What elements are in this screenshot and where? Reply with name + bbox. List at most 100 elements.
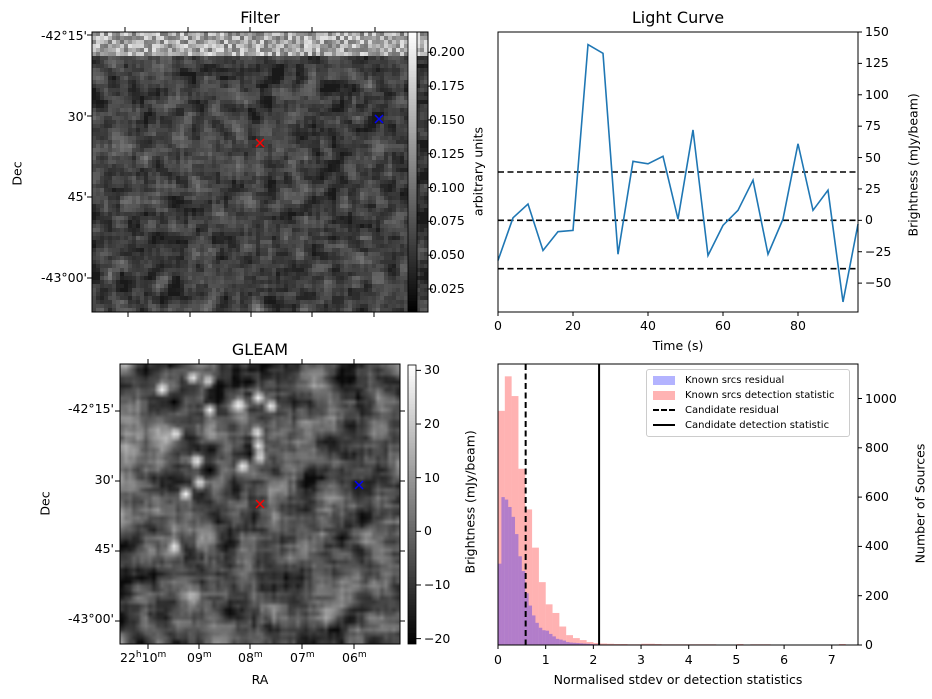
lightcurve-ytick: 150: [865, 24, 889, 39]
histogram-bar: [538, 627, 543, 645]
gleam-colorbar-tick: −20: [424, 630, 451, 646]
legend-item: Candidate residual: [653, 403, 779, 417]
filter-ytick: 30': [67, 109, 87, 124]
lightcurve-ytick: 75: [865, 118, 881, 134]
histogram-xtick: 5: [732, 652, 741, 667]
histogram-bar: [545, 604, 553, 645]
histogram-bar: [566, 642, 570, 645]
lightcurve-title: Light Curve: [631, 8, 725, 27]
filter-title: Filter: [240, 8, 280, 27]
gleam-ytick: 30': [94, 472, 114, 487]
gleam-colorbar-tick: 0: [424, 523, 432, 539]
legend-item: Known srcs detection statistic: [653, 388, 834, 402]
histogram-bar: [572, 642, 577, 645]
lightcurve-xtick: 20: [565, 318, 581, 333]
histogram-bar: [521, 571, 526, 645]
lightcurve-ytick: 50: [865, 149, 881, 165]
histogram-bar: [573, 638, 580, 645]
histogram-bar: [559, 626, 567, 645]
histogram-legend: Known srcs residual Known srcs detection…: [646, 369, 850, 437]
gleam-xtick: 09m: [187, 650, 212, 666]
gleam-colorbar-tick: 20: [424, 416, 440, 432]
histogram-xtick: 1: [541, 652, 550, 667]
lightcurve-ytick: 25: [865, 180, 881, 196]
legend-solid-line: [653, 424, 675, 426]
histogram-bar: [501, 497, 505, 645]
histogram-bar: [586, 643, 590, 645]
histogram-bar: [518, 556, 522, 645]
histogram-bar: [515, 534, 519, 645]
histogram-bar: [538, 582, 546, 645]
histogram-bar: [532, 615, 536, 645]
lightcurve-ytick: 0: [865, 212, 873, 228]
histogram-bar: [518, 468, 526, 645]
gleam-xtick: 22h10m: [120, 650, 167, 666]
histogram-xtick: 4: [684, 652, 693, 667]
histogram-bar: [542, 630, 546, 645]
filter-marker-reference: [373, 113, 385, 125]
filter-colorbar-tick: 0.200: [429, 44, 465, 60]
legend-item: Candidate detection statistic: [653, 418, 829, 432]
histogram-bar: [525, 509, 533, 645]
histogram-xtick: 2: [589, 652, 598, 667]
filter-colorbar-tick: 0.175: [429, 78, 465, 94]
histogram-bar: [566, 635, 574, 645]
histogram-ytick: 400: [865, 538, 889, 554]
histogram-bar: [607, 643, 614, 645]
gleam-colorbar-tick: 30: [424, 362, 440, 378]
histogram-bar: [498, 410, 505, 645]
histogram-bar: [535, 622, 539, 645]
filter-ytick: 45': [67, 189, 87, 204]
histogram-bar: [549, 633, 553, 645]
histogram-bar: [593, 643, 601, 645]
histogram-ylabel: Number of Sources: [912, 443, 928, 564]
histogram-xtick: 0: [494, 652, 502, 667]
gleam-ytick: -42°15': [67, 401, 114, 416]
histogram-bar: [525, 593, 529, 645]
gleam-title: GLEAM: [231, 340, 289, 359]
histogram-ytick: 600: [865, 489, 889, 505]
filter-ytick: -43°00': [40, 270, 87, 285]
gleam-marker-reference: [353, 479, 365, 491]
histogram-bar: [583, 643, 587, 645]
histogram-bar: [508, 506, 512, 645]
lightcurve-xtick: 0: [494, 318, 502, 333]
histogram-ytick: 1000: [865, 390, 897, 406]
histogram-bar: [562, 640, 567, 645]
histogram-bar: [586, 642, 594, 645]
legend-label: Known srcs detection statistic: [685, 389, 835, 401]
filter-marker-candidate: [254, 137, 266, 149]
filter-colorbar-tick: 0.075: [429, 213, 465, 229]
gleam-colorbar-tick: 10: [424, 469, 440, 485]
histogram-bar: [511, 516, 516, 645]
filter-colorbar-tick: 0.050: [429, 247, 465, 263]
legend-item: Known srcs residual: [653, 373, 784, 387]
histogram-bar: [532, 547, 539, 645]
histogram-bar: [576, 643, 580, 645]
histogram-bar: [528, 605, 533, 645]
histogram-bar: [648, 643, 655, 645]
histogram-bar: [504, 499, 509, 645]
lightcurve-xtick: 80: [790, 318, 806, 333]
lightcurve-ytick: 100: [865, 86, 889, 102]
legend-label: Known srcs residual: [685, 374, 785, 386]
histogram-bar: [552, 612, 560, 645]
histogram-bar: [511, 396, 519, 645]
histogram-bar: [552, 636, 556, 645]
legend-swatch-residual: [653, 375, 675, 385]
lightcurve-frame: [497, 31, 859, 313]
histogram-xtick: 7: [827, 652, 836, 667]
gleam-colorbar-tick: −10: [424, 576, 451, 592]
lightcurve-xtick: 60: [715, 318, 731, 333]
histogram-frame: [497, 363, 859, 646]
histogram-bar: [579, 643, 584, 645]
lightcurve-ytick: −50: [865, 275, 892, 291]
histogram-ytick: 800: [865, 439, 889, 455]
gleam-ytick: 45': [94, 541, 114, 556]
legend-dashed-line: [653, 409, 675, 411]
legend-label: Candidate residual: [685, 404, 779, 416]
histogram-xtick: 6: [780, 652, 789, 667]
histogram-bar: [569, 642, 573, 645]
